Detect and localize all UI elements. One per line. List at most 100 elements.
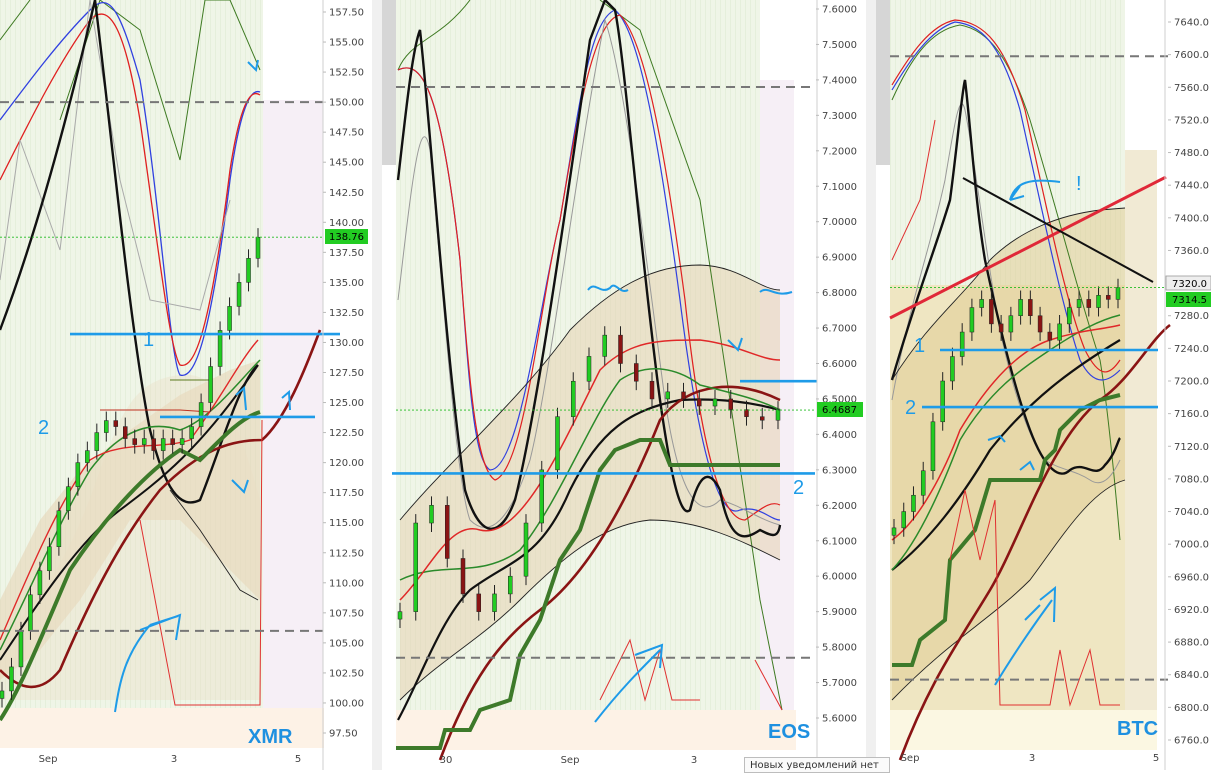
btc-level-1-note: 1 (914, 335, 925, 357)
btc-crosshair-price-badge (1165, 275, 1211, 291)
eos-y-tick: 6.5000 (822, 394, 857, 405)
xmr-candle-body (151, 438, 156, 451)
xmr-y-tick: 145.00 (329, 158, 364, 169)
eos-y-tick: 7.2000 (822, 146, 857, 157)
btc-candle-body (911, 494, 916, 512)
eos-y-tick: 7.4000 (822, 75, 857, 86)
eos-candle-body (571, 380, 576, 417)
eos-y-tick: 5.6000 (822, 714, 857, 725)
eos-y-tick: 5.9000 (822, 607, 857, 618)
xmr-candle-body (217, 330, 223, 367)
eos-candle-body (760, 416, 765, 421)
xmr-x-tick: 5 (295, 754, 301, 765)
xmr-y-tick: 115.00 (329, 518, 364, 529)
btc-candle-body (920, 470, 926, 496)
xmr-chart-panel[interactable]: 1 2 157.50 155.00 152.50 150.00 147.50 145.00… (0, 0, 368, 770)
btc-symbol-label: BTC (1117, 718, 1158, 740)
btc-candle-body (969, 307, 975, 333)
btc-y-tick: 7040.0 (1174, 507, 1209, 518)
eos-y-tick: 6.6000 (822, 359, 857, 370)
btc-y-tick: 6880.0 (1174, 638, 1209, 649)
eos-y-tick: 7.0000 (822, 217, 857, 228)
eos-y-tick: 6.0000 (822, 572, 857, 583)
btc-candle-body (1115, 287, 1121, 300)
xmr-candle-body (198, 402, 204, 427)
btc-level-2-note: 2 (905, 397, 916, 419)
eos-chart-panel[interactable]: 2 7.60007.50007.40007.30007.20007.10007.… (382, 0, 863, 770)
xmr-candle-body (189, 426, 194, 439)
btc-candle-body (1067, 307, 1072, 325)
btc-candle-body (1086, 299, 1092, 308)
eos-candle-body (744, 409, 749, 417)
xmr-price-axis[interactable]: 157.50 155.00 152.50 150.00 147.50 145.00 142.… (323, 8, 364, 740)
btc-candle-body (998, 323, 1004, 333)
btc-candle-body (1037, 315, 1043, 333)
btc-candle-body (940, 380, 945, 423)
btc-candle-body (1018, 299, 1023, 316)
eos-candle-body (634, 363, 639, 382)
eos-candle-body (618, 334, 623, 364)
btc-candle-body (1008, 315, 1014, 333)
eos-candle-body (586, 356, 592, 382)
xmr-last-price: 138.76 (329, 232, 364, 243)
eos-candle-body (649, 380, 655, 400)
btc-candle-body (1076, 299, 1082, 308)
btc-crosshair-price: 7320.0 (1172, 279, 1207, 290)
xmr-y-tick: 97.50 (329, 729, 358, 740)
xmr-candle-body (170, 438, 175, 445)
btc-chart-panel[interactable]: ! 1 2 7640.0 7600.0 7560.0 7520.0 7480.0 7440… (876, 0, 1211, 770)
xmr-candle-body (236, 282, 242, 307)
xmr-x-tick: 3 (171, 754, 177, 765)
btc-x-tick: 5 (1153, 753, 1159, 764)
eos-candle-body (413, 522, 418, 612)
xmr-candles (0, 228, 261, 708)
eos-price-axis[interactable]: 7.6000 7.5000 7.4000 7.3000 7.2000 7.1000 7.00… (816, 5, 857, 725)
btc-time-axis[interactable]: Sep 3 5 (901, 753, 1160, 764)
eos-candle-body (445, 505, 450, 559)
eos-y-tick: 6.8000 (822, 288, 857, 299)
xmr-candle-body (141, 438, 147, 445)
btc-candle-body (989, 299, 994, 325)
eos-y-tick: 5.8000 (822, 643, 857, 654)
eos-x-tick: 3 (691, 755, 697, 766)
btc-price-axis[interactable]: 7640.0 7600.0 7560.0 7520.0 7480.0 7440.0 7400… (1168, 18, 1209, 747)
notification-status[interactable]: Новых уведомлений нет (744, 757, 890, 773)
eos-candle-body (539, 469, 544, 524)
xmr-candle-body (9, 666, 14, 692)
btc-y-tick: 6920.0 (1174, 605, 1209, 616)
eos-candle-body (460, 558, 466, 595)
xmr-candle-body (0, 690, 5, 699)
xmr-candle-body (66, 486, 71, 511)
xmr-y-tick: 105.00 (329, 638, 364, 649)
xmr-candle-body (123, 426, 128, 439)
eos-y-tick: 7.3000 (822, 111, 857, 122)
btc-x-tick: 3 (1029, 753, 1035, 764)
btc-y-tick: 7640.0 (1174, 18, 1209, 29)
eos-candle-body (681, 391, 686, 400)
eos-candle-body (492, 593, 497, 612)
eos-y-tick: 7.5000 (822, 40, 857, 51)
eos-candle-body (712, 398, 718, 407)
btc-y-tick: 7440.0 (1174, 181, 1209, 192)
eos-y-tick: 6.7000 (822, 324, 857, 335)
eos-time-axis[interactable]: 30 Sep 3 (440, 755, 698, 766)
xmr-candle-body (208, 366, 213, 403)
xmr-y-tick: 150.00 (329, 98, 364, 109)
xmr-last-price-badge (325, 229, 368, 244)
xmr-time-axis[interactable]: Sep 3 5 (39, 754, 302, 765)
btc-y-tick: 6800.0 (1174, 703, 1209, 714)
xmr-level-1-note: 1 (143, 329, 154, 351)
eos-candle-body (602, 334, 607, 357)
eos-y-tick: 6.9000 (822, 253, 857, 264)
xmr-candle-body (246, 258, 251, 283)
xmr-candle-body (255, 236, 261, 259)
xmr-y-tick: 142.50 (329, 188, 364, 199)
xmr-y-tick: 137.50 (329, 248, 364, 259)
xmr-y-tick: 130.00 (329, 338, 364, 349)
xmr-candle-body (56, 510, 62, 547)
eos-candle-body (429, 505, 434, 524)
eos-candle-body (775, 409, 781, 421)
xmr-y-tick: 102.50 (329, 668, 364, 679)
xmr-y-tick: 107.50 (329, 608, 364, 619)
btc-y-tick: 7600.0 (1174, 50, 1209, 61)
